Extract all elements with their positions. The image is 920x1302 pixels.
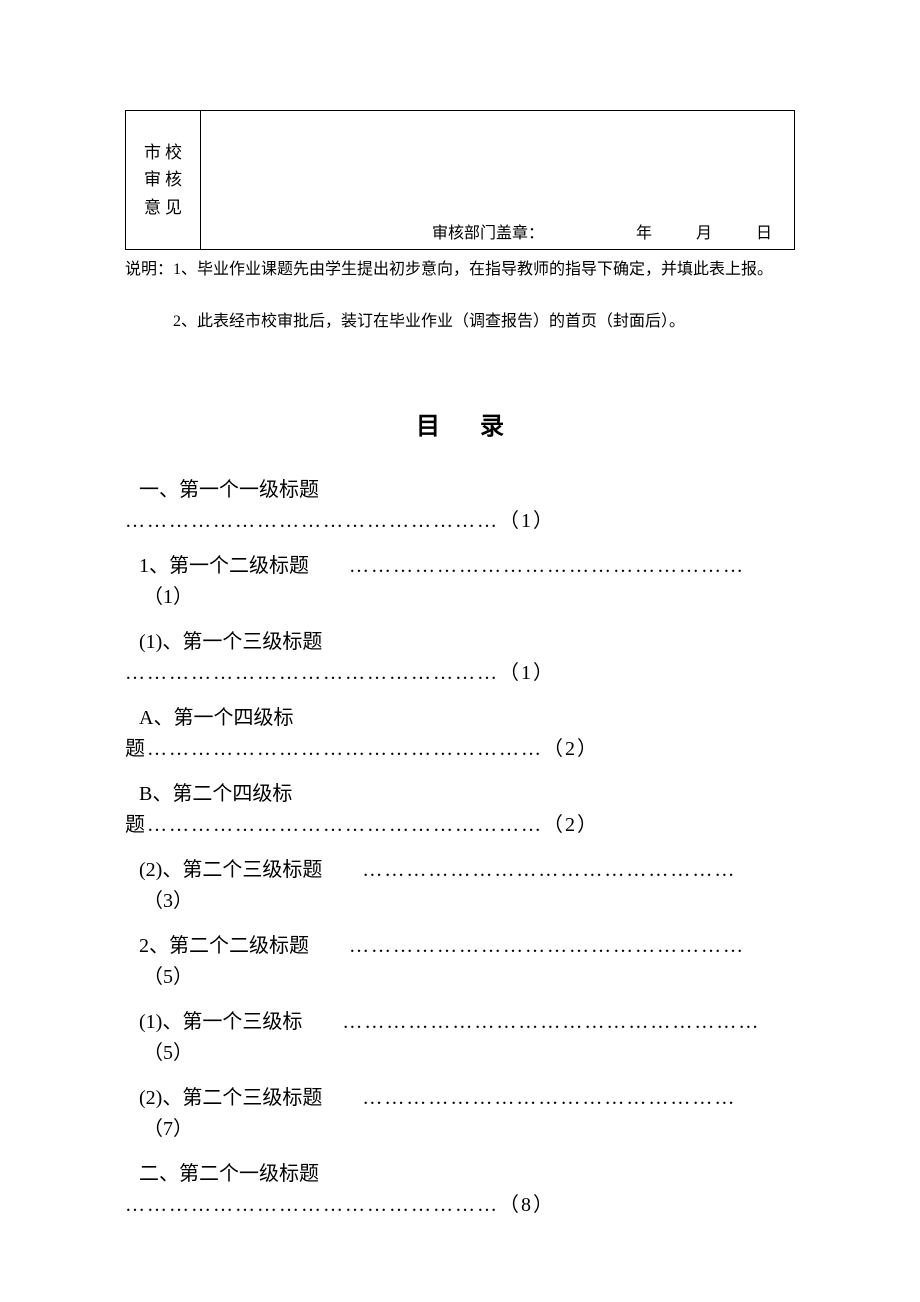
year-label: 年 xyxy=(636,225,652,242)
toc-dots: ……………………………………………… xyxy=(309,931,795,962)
toc-page: （5） xyxy=(125,1038,795,1069)
toc-dots: ……………………………………………（1） xyxy=(125,658,795,689)
toc-page: （5） xyxy=(125,962,795,993)
toc-list: 一、第一个一级标题 ……………………………………………（1） 1、第一个二级标题… xyxy=(125,475,795,1221)
toc-dots: ……………………………………………（1） xyxy=(125,506,795,537)
date-ymd: 年月日 xyxy=(614,219,794,243)
toc-entry-4: A、第一个四级标 题………………………………………………（2） xyxy=(125,703,795,765)
month-label: 月 xyxy=(696,225,712,242)
toc-label: 1、第一个二级标题 xyxy=(125,551,309,582)
toc-label: (2)、第二个三级标题 xyxy=(125,1083,322,1114)
approval-label-line3: 意见 xyxy=(144,194,186,221)
toc-label: (1)、第一个三级标 xyxy=(125,1007,302,1038)
toc-label-line1: A、第一个四级标 xyxy=(125,703,795,734)
toc-dots: ……………………………………………（8） xyxy=(125,1190,795,1221)
approval-right-cell: 审核部门盖章： 年 月 日 xyxy=(201,111,794,249)
approval-left-cell: 市校 审核 意见 xyxy=(126,111,201,249)
day-label: 日 xyxy=(756,225,772,242)
toc-label: (2)、第二个三级标题 xyxy=(125,855,322,886)
toc-entry-1: 一、第一个一级标题 ……………………………………………（1） xyxy=(125,475,795,537)
toc-entry-3: (1)、第一个三级标题 ……………………………………………（1） xyxy=(125,627,795,689)
toc-entry-7: 2、第二个二级标题 ……………………………………………… （5） xyxy=(125,931,795,993)
toc-entry-6: (2)、第二个三级标题 …………………………………………… （3） xyxy=(125,855,795,917)
stamp-label: 审核部门盖章： xyxy=(432,219,544,243)
toc-dots: …………………………………………… xyxy=(322,855,795,886)
approval-label-line2: 审核 xyxy=(144,166,186,193)
toc-label-line2: 题………………………………………………（2） xyxy=(125,810,795,841)
approval-label-line1: 市校 xyxy=(144,139,186,166)
toc-page: （3） xyxy=(125,886,795,917)
toc-entry-8: (1)、第一个三级标 ………………………………………………… （5） xyxy=(125,1007,795,1069)
toc-label: (1)、第一个三级标题 xyxy=(125,627,795,658)
toc-page: （1） xyxy=(125,582,795,613)
toc-label-line1: B、第二个四级标 xyxy=(125,779,795,810)
spacer xyxy=(201,219,432,243)
toc-dots: ………………………………………………… xyxy=(302,1007,795,1038)
notes-block: 说明：1、毕业作业课题先由学生提出初步意向，在指导教师的指导下确定，并填此表上报… xyxy=(125,258,795,334)
toc-page: （7） xyxy=(125,1114,795,1145)
toc-title: 目录 xyxy=(125,406,795,441)
toc-dots: ……………………………………………… xyxy=(309,551,795,582)
toc-entry-5: B、第二个四级标 题………………………………………………（2） xyxy=(125,779,795,841)
note-1: 说明：1、毕业作业课题先由学生提出初步意向，在指导教师的指导下确定，并填此表上报… xyxy=(125,258,795,282)
toc-entry-9: (2)、第二个三级标题 …………………………………………… （7） xyxy=(125,1083,795,1145)
toc-label: 一、第一个一级标题 xyxy=(125,475,795,506)
toc-entry-10: 二、第二个一级标题 ……………………………………………（8） xyxy=(125,1159,795,1221)
toc-label: 二、第二个一级标题 xyxy=(125,1159,795,1190)
toc-entry-2: 1、第一个二级标题 ……………………………………………… （1） xyxy=(125,551,795,613)
toc-label-line2: 题………………………………………………（2） xyxy=(125,734,795,765)
stamp-line: 审核部门盖章： 年 月 日 xyxy=(201,219,794,243)
note-2: 2、此表经市校审批后，装订在毕业作业（调查报告）的首页（封面后）。 xyxy=(173,310,795,334)
toc-label: 2、第二个二级标题 xyxy=(125,931,309,962)
toc-dots: …………………………………………… xyxy=(322,1083,795,1114)
approval-table: 市校 审核 意见 审核部门盖章： 年 月 日 xyxy=(125,110,795,250)
